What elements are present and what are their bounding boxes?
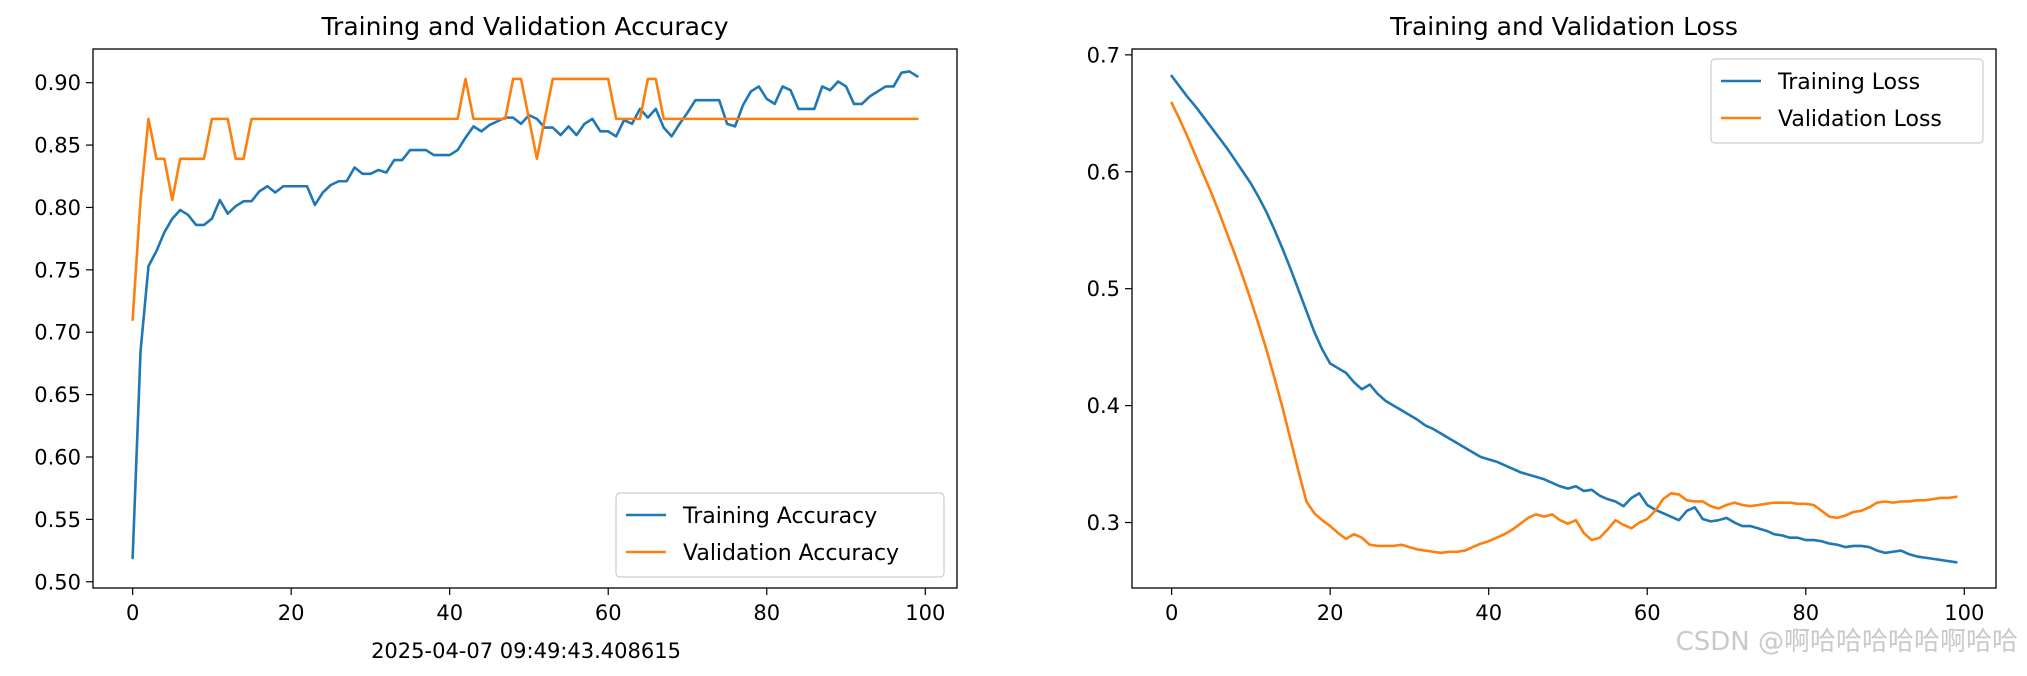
y-tick-label: 0.80 (34, 196, 81, 220)
x-tick-label: 60 (595, 601, 622, 625)
chart-title: Training and Validation Loss (1389, 12, 1738, 41)
x-tick-label: 20 (1317, 601, 1344, 625)
axes-frame (1131, 48, 1997, 589)
y-tick-label: 0.3 (1087, 511, 1120, 535)
y-tick-label: 0.70 (34, 321, 81, 345)
legend-box (615, 492, 945, 578)
y-tick-label: 0.75 (34, 258, 81, 282)
x-tick-label: 100 (905, 601, 945, 625)
x-tick-label: 20 (278, 601, 305, 625)
y-tick-label: 0.90 (34, 71, 81, 95)
legend-label-0: Training Accuracy (682, 504, 877, 529)
y-tick-label: 0.65 (34, 383, 81, 407)
legend: Training Loss Validation Loss (1710, 58, 1984, 144)
y-tick-label: 0.60 (34, 445, 81, 469)
legend: Training Accuracy Validation Accuracy (615, 492, 945, 578)
y-tick-label: 0.55 (34, 508, 81, 532)
loss-chart: Training and Validation Loss 0 20 40 60 80 100… (1087, 12, 1997, 625)
axes-frame (92, 48, 958, 589)
series-line-1 (1170, 101, 1958, 555)
y-tick-label: 0.50 (34, 570, 81, 594)
x-tick-label: 0 (126, 601, 139, 625)
x-tick-label: 0 (1165, 601, 1178, 625)
series-line-1 (131, 77, 919, 322)
legend-label-1: Validation Loss (1778, 107, 1942, 132)
y-tick-label: 0.6 (1087, 160, 1120, 184)
accuracy-chart: Training and Validation Accuracy 0 20 40 60 8… (34, 12, 958, 625)
legend-label-0: Training Loss (1777, 70, 1920, 95)
y-tick-label: 0.7 (1087, 43, 1120, 67)
x-tick-label: 100 (1944, 601, 1984, 625)
y-tick-label: 0.5 (1087, 277, 1120, 301)
x-tick-label: 80 (1792, 601, 1819, 625)
y-tick-label: 0.85 (34, 134, 81, 158)
x-tick-label: 60 (1634, 601, 1661, 625)
x-tick-label: 40 (436, 601, 463, 625)
watermark: CSDN @啊哈哈哈哈哈啊哈哈 (1676, 627, 2018, 657)
x-tick-label: 40 (1475, 601, 1502, 625)
x-tick-label: 80 (753, 601, 780, 625)
legend-box (1710, 58, 1984, 144)
y-tick-label: 0.4 (1087, 394, 1120, 418)
legend-label-1: Validation Accuracy (683, 541, 899, 566)
series-line-0 (131, 70, 919, 560)
chart-title: Training and Validation Accuracy (320, 12, 728, 41)
timestamp-caption: 2025-04-07 09:49:43.408615 (371, 639, 681, 663)
series-line-0 (1170, 74, 1958, 564)
